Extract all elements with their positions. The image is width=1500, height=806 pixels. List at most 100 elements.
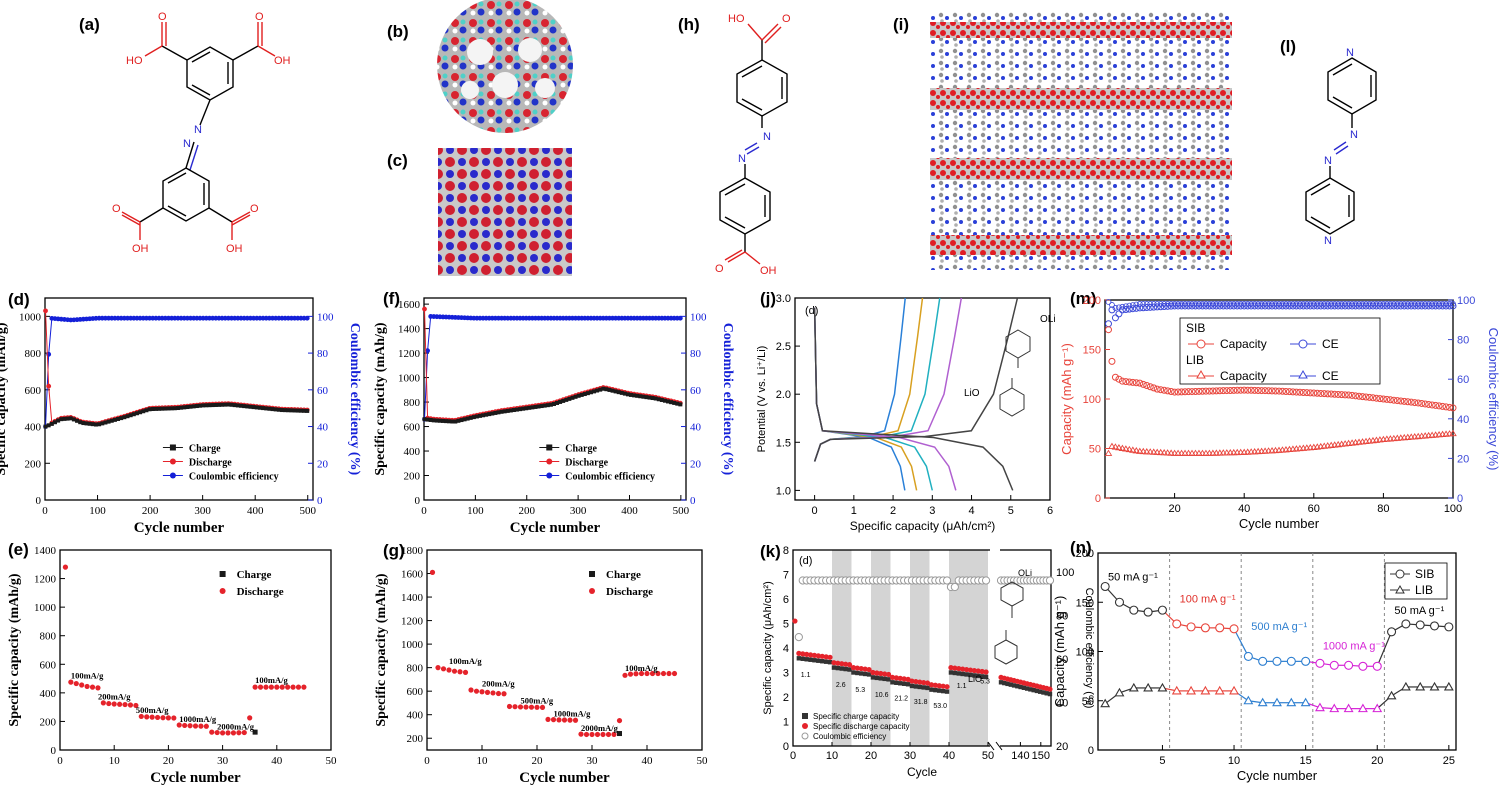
atom-label: O bbox=[112, 203, 121, 215]
charge-point bbox=[862, 671, 868, 677]
sib-ce-point bbox=[1202, 302, 1210, 310]
x-tick-label: 300 bbox=[570, 505, 587, 517]
sib-point bbox=[1372, 661, 1382, 671]
charge-point bbox=[283, 408, 288, 413]
y-tick-label: 400 bbox=[40, 688, 57, 700]
lib-ce-point bbox=[1370, 301, 1376, 307]
sib-ce-point bbox=[1303, 302, 1311, 310]
charge-point bbox=[459, 418, 464, 423]
lib-ce-point bbox=[1335, 301, 1342, 307]
discharge-point bbox=[901, 676, 907, 682]
discharge-point bbox=[913, 678, 919, 685]
sib-capacity-point bbox=[1157, 386, 1165, 394]
charge-point bbox=[521, 406, 526, 411]
sib-ce-point bbox=[1345, 302, 1353, 310]
charge-point bbox=[588, 390, 593, 395]
lib-ce-point bbox=[1293, 301, 1300, 307]
lib-capacity-point bbox=[1111, 443, 1120, 450]
atom-label: OLi bbox=[1040, 314, 1056, 325]
lib-ce-point bbox=[1356, 301, 1362, 307]
y-axis-label: Specific capacity (mAh/g) bbox=[374, 573, 389, 727]
charge-point bbox=[125, 414, 130, 419]
discharge-point bbox=[484, 689, 491, 695]
y-tick-label: 100 bbox=[1083, 394, 1101, 406]
sib-ce-point bbox=[1143, 304, 1151, 312]
lib-capacity-point bbox=[1122, 445, 1130, 452]
discharge-point bbox=[594, 731, 601, 738]
lib-ce-point bbox=[1241, 301, 1248, 307]
charge-point bbox=[207, 403, 212, 408]
y-tick-label: 0 bbox=[415, 495, 421, 507]
charge-point bbox=[1047, 691, 1053, 697]
x-tick-label: 10 bbox=[477, 755, 489, 767]
charge-point bbox=[619, 390, 624, 395]
sib-ce-point bbox=[1365, 302, 1373, 310]
charge-point bbox=[122, 415, 127, 420]
lib-ce-point bbox=[1377, 301, 1383, 307]
legend-label: Coulombic efficiency bbox=[813, 732, 886, 741]
lib-ce-point bbox=[1286, 301, 1293, 307]
lib-point bbox=[1443, 681, 1454, 691]
sib-ce-point bbox=[1118, 306, 1126, 314]
charge-point bbox=[616, 390, 621, 395]
charge-point bbox=[270, 407, 275, 412]
charge-point bbox=[592, 389, 597, 394]
sib-ce-point bbox=[1185, 302, 1193, 310]
sib-ce-point bbox=[1258, 302, 1266, 310]
charge-point bbox=[968, 672, 973, 678]
charge-point bbox=[1024, 686, 1030, 691]
sib-ce-point bbox=[1125, 305, 1133, 313]
sib-capacity-point bbox=[1125, 378, 1133, 386]
sib-capacity-point bbox=[1362, 393, 1370, 401]
charge-point bbox=[567, 396, 572, 401]
charge-point bbox=[675, 401, 680, 406]
legend-marker bbox=[589, 571, 595, 577]
lib-ce-point bbox=[1380, 301, 1387, 307]
discharge-point bbox=[534, 704, 540, 710]
atom-label: O bbox=[715, 263, 724, 275]
discharge-point bbox=[468, 687, 474, 693]
sib-capacity-point bbox=[1171, 388, 1179, 396]
legend-label: Coulombic efficiency bbox=[189, 471, 279, 482]
charge-point bbox=[302, 408, 307, 413]
molecule-a-labels: O O HO OH O O OH OH N N bbox=[112, 11, 291, 255]
lib-ce-point bbox=[1248, 301, 1255, 307]
sib-capacity-point bbox=[1216, 387, 1224, 395]
discharge-point bbox=[252, 684, 258, 690]
discharge-point bbox=[257, 684, 264, 690]
lib-point bbox=[1128, 682, 1139, 692]
y2-tick-label: 40 bbox=[1056, 697, 1068, 709]
charge-point bbox=[570, 395, 575, 400]
sib-capacity-point bbox=[1188, 388, 1196, 396]
lib-capacity-point bbox=[1115, 443, 1123, 451]
charge-point bbox=[477, 413, 482, 418]
sib-ce-point bbox=[1449, 302, 1457, 310]
lib-ce-point bbox=[1192, 301, 1199, 307]
legend-marker bbox=[546, 444, 553, 451]
charge-point bbox=[441, 418, 446, 423]
x-tick-label: 3 bbox=[929, 505, 935, 517]
rate-label: 100 mA g⁻¹ bbox=[1180, 593, 1236, 605]
sib-capacity-point bbox=[1446, 403, 1454, 411]
sib-capacity-point bbox=[1355, 392, 1363, 400]
charge-point bbox=[153, 406, 158, 411]
charge-point bbox=[610, 388, 615, 393]
charge-point bbox=[632, 393, 637, 398]
charge-point bbox=[43, 424, 48, 429]
charge-point bbox=[585, 391, 590, 396]
x-tick-label: 2 bbox=[890, 505, 896, 517]
discharge-point bbox=[815, 653, 821, 659]
lib-ce-point bbox=[1324, 301, 1331, 307]
charge-point bbox=[298, 408, 303, 413]
charge-point bbox=[131, 412, 136, 417]
sib-point bbox=[1358, 661, 1368, 671]
charge-point bbox=[75, 418, 80, 423]
charge-point bbox=[672, 400, 677, 405]
sib-capacity-point bbox=[1178, 388, 1186, 396]
charge-point bbox=[812, 658, 817, 663]
sib-capacity-point bbox=[1261, 387, 1269, 395]
sib-ce-point bbox=[1338, 302, 1346, 310]
discharge-point bbox=[897, 675, 903, 681]
sib-point bbox=[1114, 597, 1125, 607]
lib-ce-point bbox=[1283, 301, 1289, 307]
